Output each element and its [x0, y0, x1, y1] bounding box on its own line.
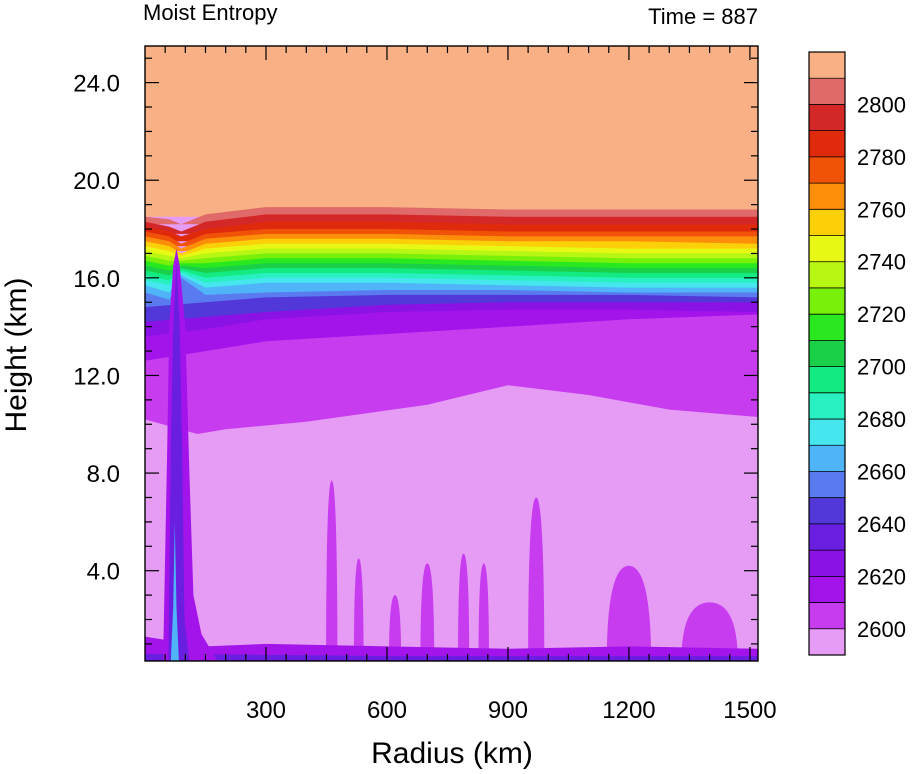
y-tick-label: 16.0 — [73, 266, 120, 293]
core-inner — [168, 263, 190, 661]
colorbar-label: 2680 — [857, 407, 906, 432]
colorbar-box — [809, 78, 845, 105]
colorbar-box — [809, 287, 845, 315]
x-axis-ticks: 300 600 900 1200 1500 — [164, 46, 777, 724]
y-tick-label: 8.0 — [87, 461, 120, 488]
colorbar-frame — [808, 51, 846, 656]
colorbar-box — [809, 576, 845, 603]
x-tick-label: 600 — [367, 697, 407, 724]
y-tick-label: 4.0 — [87, 559, 120, 586]
plot-area — [145, 46, 758, 661]
colorbar-box — [809, 550, 845, 577]
x-tick-label: 300 — [246, 697, 286, 724]
time-label: Time = 887 — [648, 4, 758, 29]
colorbar-label: 2760 — [857, 197, 906, 222]
plot-frame — [144, 45, 759, 662]
colorbar-box — [809, 314, 845, 341]
y-tick-label: 12.0 — [73, 363, 120, 390]
boundary-layer — [145, 636, 758, 661]
colorbar-box — [809, 130, 845, 158]
surface-layer — [145, 653, 758, 661]
core-eye — [170, 521, 179, 661]
contour-band-2590 — [145, 385, 758, 654]
y-tick-label: 24.0 — [73, 71, 120, 98]
colorbar-box — [809, 445, 845, 472]
colorbar-box — [809, 628, 845, 656]
colorbar-box — [809, 366, 845, 394]
colorbar-box — [809, 156, 845, 184]
plume-1 — [326, 480, 338, 661]
y-axis-label: Height (km) — [0, 277, 33, 432]
x-tick-label: 900 — [488, 697, 528, 724]
plume-3 — [389, 595, 402, 661]
contour-layers — [145, 46, 758, 661]
colorbar-label: 2600 — [857, 617, 906, 642]
colorbar-box — [809, 419, 845, 446]
colorbar-label: 2700 — [857, 355, 906, 380]
colorbar-box — [809, 209, 845, 236]
y-axis-ticks: 4.0 8.0 12.0 16.0 20.0 24.0 — [73, 57, 758, 645]
colorbar-label: 2800 — [857, 92, 906, 117]
colorbar-label: 2660 — [857, 460, 906, 485]
colorbar-box — [809, 104, 845, 132]
colorbar-box — [809, 261, 845, 289]
plume-6 — [478, 563, 489, 661]
plume-8 — [606, 565, 652, 661]
plume-5 — [458, 553, 470, 661]
eyewall-core — [163, 248, 218, 661]
colorbar-box — [809, 183, 845, 210]
colorbar-box — [809, 52, 845, 79]
colorbar-label: 2780 — [857, 145, 906, 170]
colorbar-label: 2640 — [857, 512, 906, 537]
colorbar: 2600 2620 2640 2660 2680 2700 2720 2740 2760 2780… — [808, 51, 906, 656]
chart-title: Moist Entropy — [143, 0, 278, 25]
colorbar-label: 2740 — [857, 250, 906, 275]
plume-9 — [681, 602, 738, 661]
x-axis-label: Radius (km) — [371, 737, 533, 770]
colorbar-box — [809, 497, 845, 525]
colorbar-box — [809, 340, 845, 368]
plume-7 — [528, 497, 545, 661]
plume-2 — [353, 558, 364, 661]
colorbar-box — [809, 523, 845, 551]
convective-plumes — [145, 480, 758, 661]
plume-4 — [420, 563, 435, 661]
x-tick-label: 1200 — [602, 697, 655, 724]
contour-band-2800 — [145, 46, 758, 217]
y-tick-label: 20.0 — [73, 168, 120, 195]
colorbar-box — [809, 602, 845, 630]
colorbar-label: 2720 — [857, 302, 906, 327]
colorbar-box — [809, 235, 845, 263]
colorbar-box — [809, 392, 845, 420]
colorbar-label: 2620 — [857, 564, 906, 589]
colorbar-box — [809, 471, 845, 499]
x-tick-label: 1500 — [723, 697, 776, 724]
